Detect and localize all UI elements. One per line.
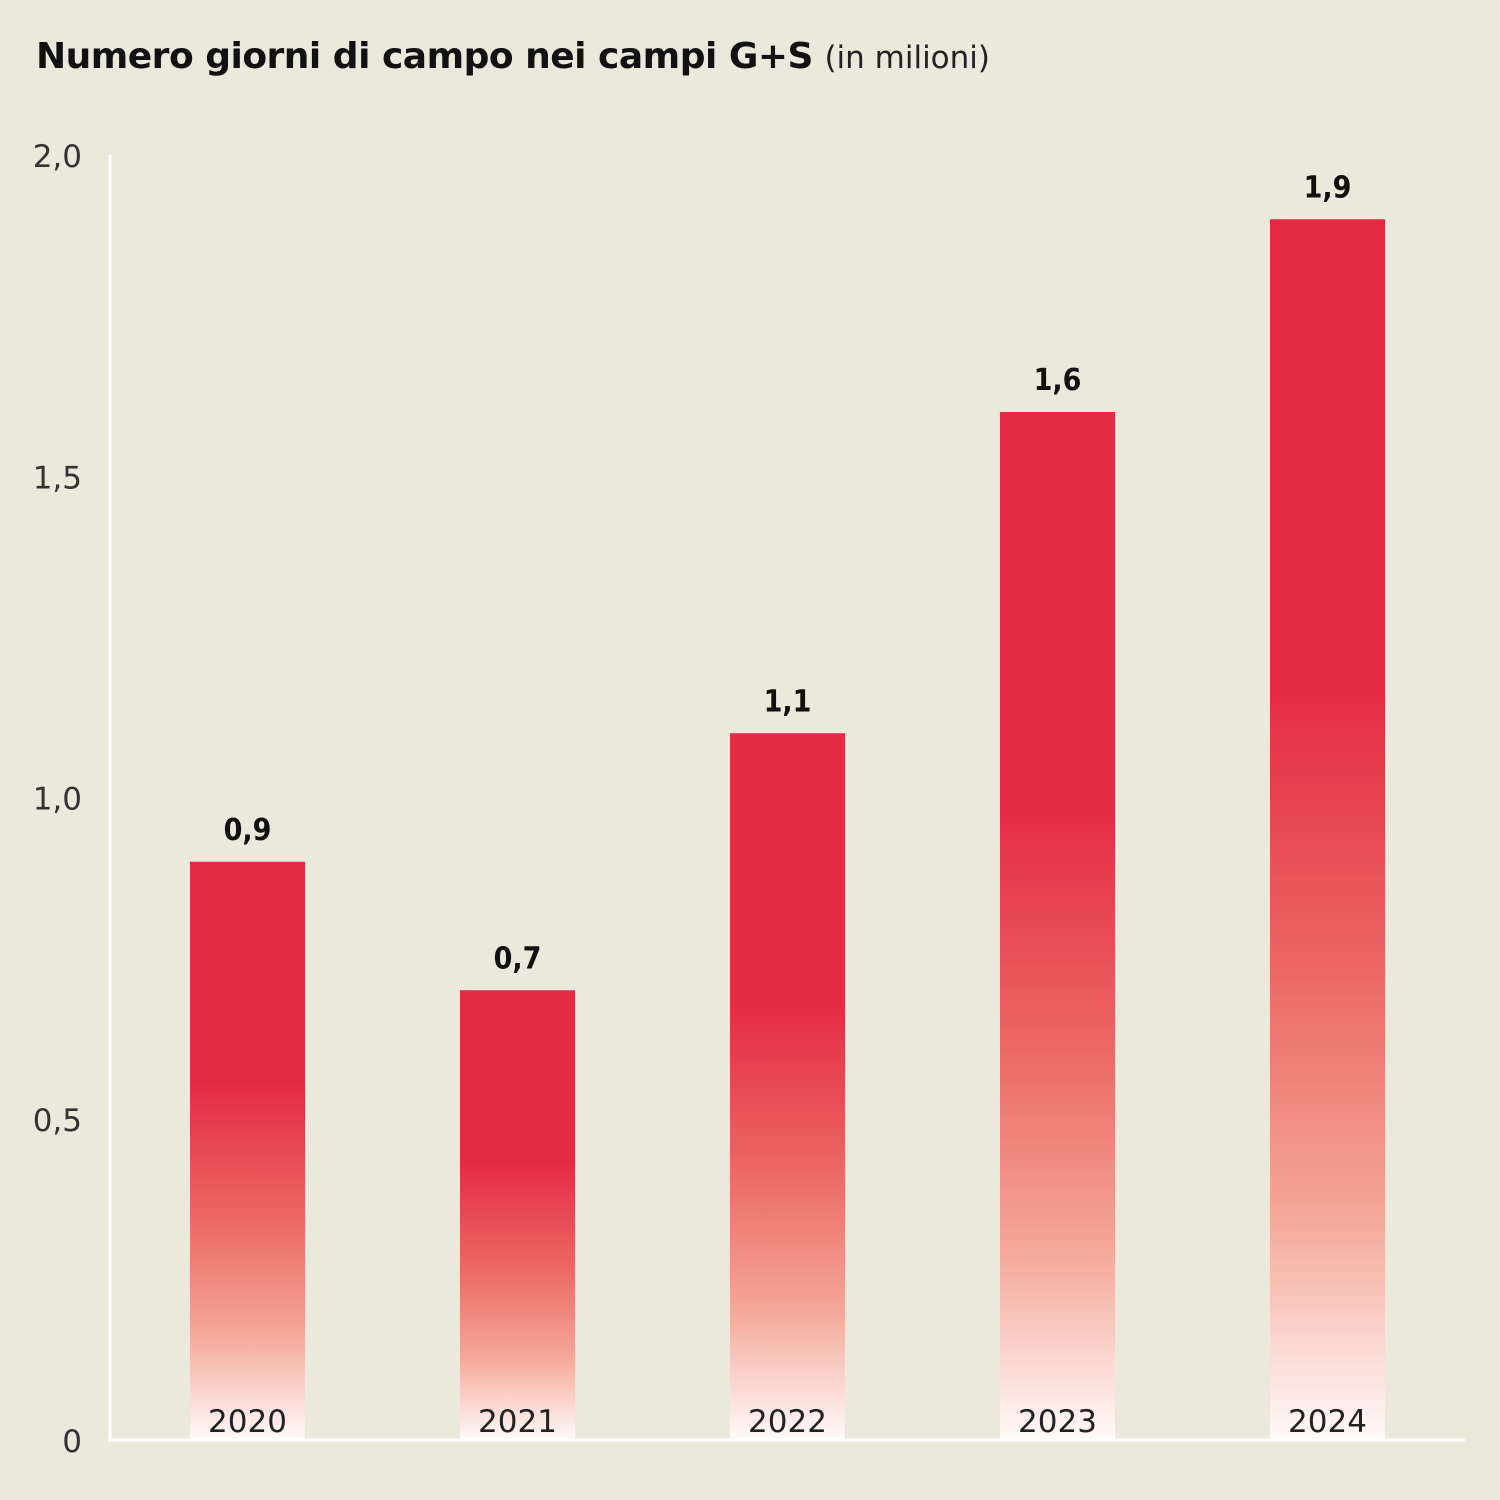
value-label-2020: 0,9	[224, 813, 272, 848]
chart-title: Numero giorni di campo nei campi G+S (in…	[36, 36, 990, 77]
y-tick-label: 0,5	[33, 1103, 82, 1139]
value-label-2023: 1,6	[1034, 363, 1082, 398]
bar-2023	[1000, 412, 1115, 1440]
bar-2020	[190, 861, 305, 1440]
value-label-2021: 0,7	[494, 941, 542, 976]
value-label-2022: 1,1	[764, 684, 812, 719]
y-tick-label: 2,0	[33, 139, 82, 175]
chart-subtitle: (in milioni)	[824, 40, 991, 76]
x-tick-label-2021: 2021	[478, 1404, 557, 1440]
bar-2021	[460, 990, 575, 1440]
x-tick-label-2023: 2023	[1018, 1404, 1097, 1440]
x-tick-label-2024: 2024	[1288, 1404, 1367, 1440]
x-tick-label-2020: 2020	[208, 1404, 287, 1440]
bar-2022	[730, 733, 845, 1440]
value-label-2024: 1,9	[1304, 170, 1352, 205]
bar-2024	[1270, 219, 1385, 1440]
y-tick-label: 1,5	[33, 460, 82, 496]
y-tick-label: 0	[62, 1424, 82, 1460]
title-text: Numero giorni di campo nei campi G+S	[36, 36, 813, 77]
x-tick-label-2022: 2022	[748, 1404, 827, 1440]
y-tick-label: 1,0	[33, 782, 82, 818]
